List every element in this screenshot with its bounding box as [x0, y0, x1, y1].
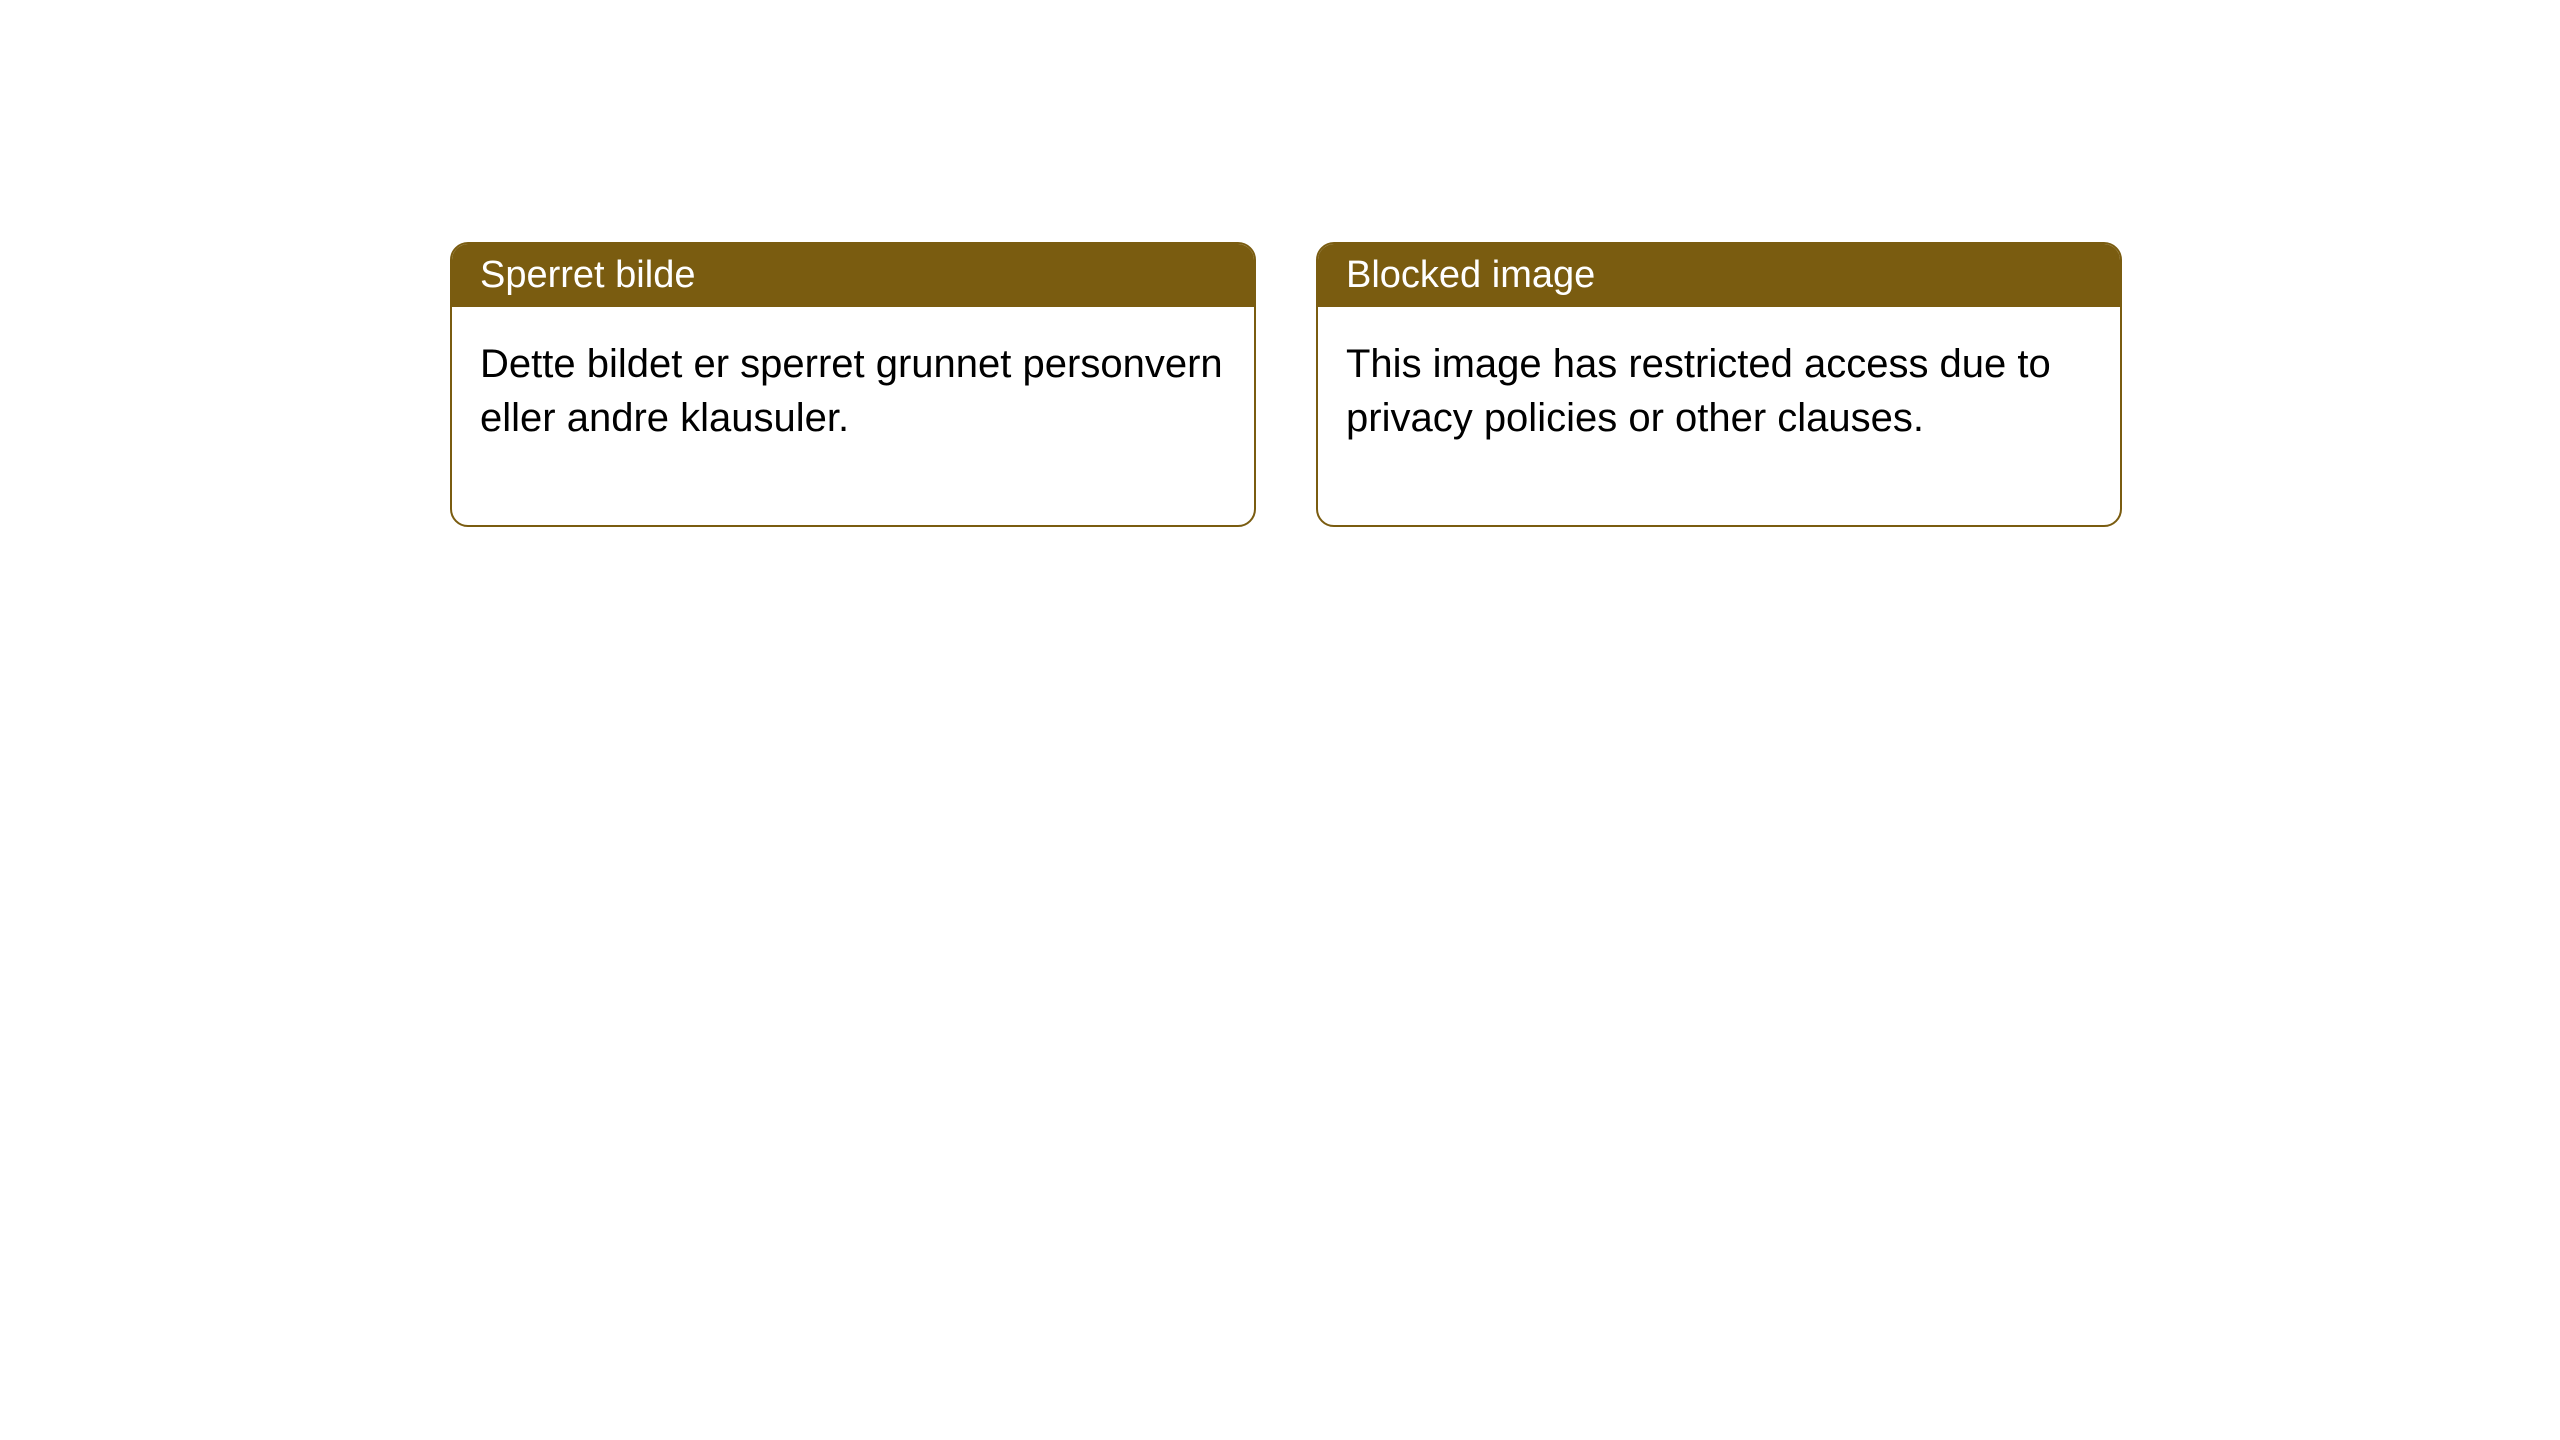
card-header: Sperret bilde	[452, 244, 1254, 307]
card-header: Blocked image	[1318, 244, 2120, 307]
notice-card-norwegian: Sperret bilde Dette bildet er sperret gr…	[450, 242, 1256, 527]
notice-container: Sperret bilde Dette bildet er sperret gr…	[0, 0, 2560, 527]
card-body: This image has restricted access due to …	[1318, 307, 2120, 525]
card-title: Sperret bilde	[480, 254, 695, 296]
notice-card-english: Blocked image This image has restricted …	[1316, 242, 2122, 527]
card-body: Dette bildet er sperret grunnet personve…	[452, 307, 1254, 525]
card-title: Blocked image	[1346, 254, 1595, 296]
card-body-text: Dette bildet er sperret grunnet personve…	[480, 342, 1223, 440]
card-body-text: This image has restricted access due to …	[1346, 342, 2051, 440]
